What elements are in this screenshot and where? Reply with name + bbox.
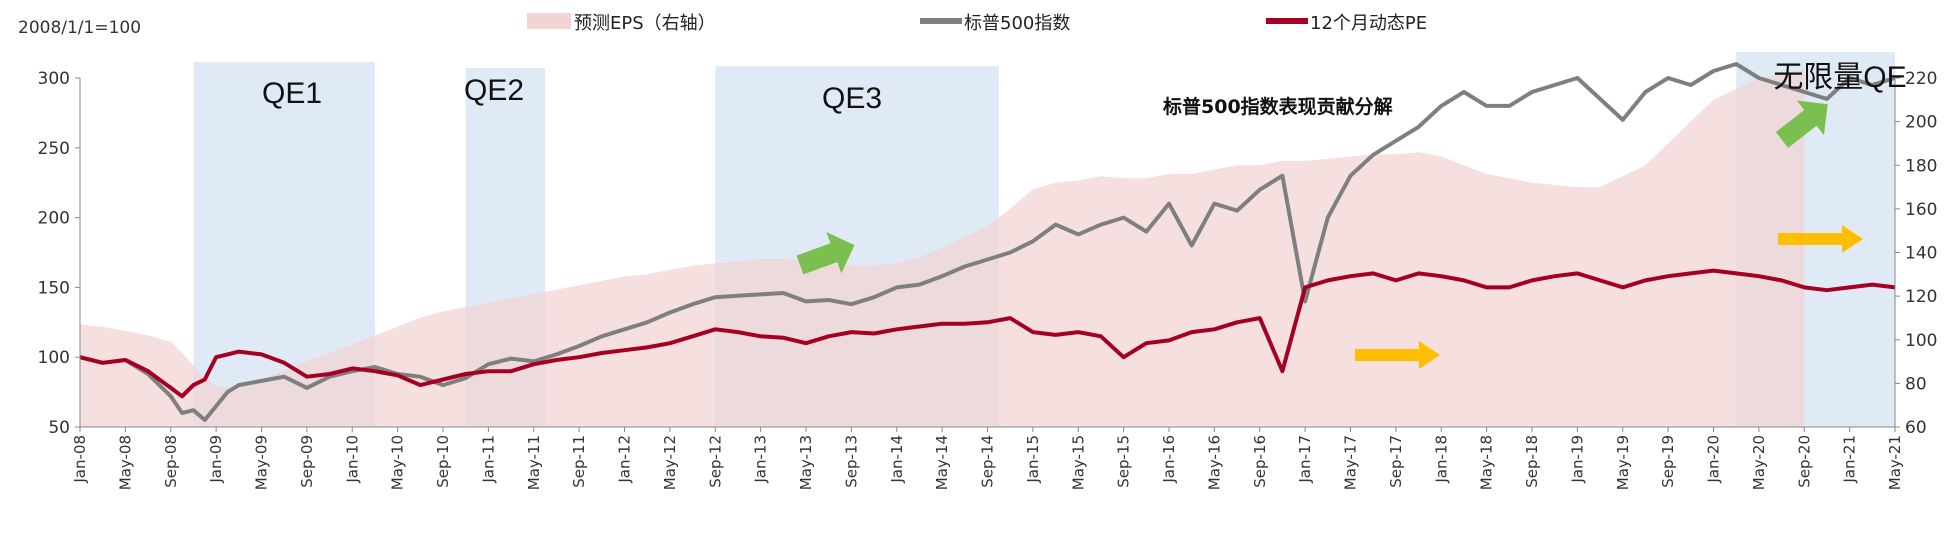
- x-tick-label: Jan-15: [1024, 435, 1042, 484]
- x-tick-label: Jan-12: [616, 435, 634, 484]
- x-tick-label: Sep-11: [570, 435, 588, 488]
- qe-label: QE3: [822, 82, 882, 115]
- x-tick-label: Jan-10: [343, 435, 361, 484]
- green-arrow-up-right-icon: [1775, 100, 1828, 148]
- x-tick-label: Sep-19: [1659, 435, 1677, 488]
- pe-line: [79, 268, 1896, 399]
- y-tick-label-right: 200: [1905, 113, 1937, 133]
- arrows: [796, 100, 1863, 369]
- x-tick-label: Jan-14: [888, 435, 906, 484]
- qe-label: QE2: [464, 74, 524, 107]
- y-tick-label-right: 220: [1905, 69, 1937, 89]
- x-tick-label: May-20: [1750, 435, 1768, 490]
- y-ticks-right: 220 200 180 160 140 120 100 80 60: [1895, 69, 1937, 438]
- x-tick-label: May-19: [1614, 435, 1632, 490]
- x-tick-label: May-09: [253, 435, 271, 490]
- legend-swatch-eps: [527, 13, 571, 29]
- x-tick-label: Jan-17: [1296, 435, 1314, 484]
- x-tick-label: May-12: [661, 435, 679, 490]
- y-tick-label-left: 250: [38, 139, 70, 159]
- x-tick-label: Jan-18: [1432, 435, 1450, 484]
- x-tick-label: May-15: [1069, 435, 1087, 490]
- unit-note: 2008/1/1=100: [18, 18, 141, 38]
- x-tick-label: Sep-08: [162, 435, 180, 488]
- x-tick-label: Jan-16: [1160, 435, 1178, 484]
- y-tick-label-left: 300: [38, 69, 70, 89]
- x-tick-label: Sep-13: [842, 435, 860, 488]
- x-tick-label: Jan-08: [71, 435, 89, 484]
- y-tick-label-left: 200: [38, 209, 70, 229]
- legend-label-pe: 12个月动态PE: [1310, 13, 1427, 34]
- x-tick-label: May-21: [1886, 435, 1904, 490]
- x-tick-label: Sep-15: [1115, 435, 1133, 488]
- x-tick-label: Jan-11: [479, 435, 497, 484]
- x-tick-label: Jan-20: [1705, 435, 1723, 484]
- x-tick-label: Sep-09: [298, 435, 316, 488]
- sp500-line: [79, 62, 1896, 422]
- x-tick-label: Jan-09: [207, 435, 225, 484]
- x-tick-label: May-13: [797, 435, 815, 490]
- x-tick-label: May-08: [116, 435, 134, 490]
- eps-area-series: [80, 69, 1805, 428]
- x-tick-label: May-14: [933, 435, 951, 490]
- y-tick-label-right: 60: [1905, 418, 1927, 438]
- qe-label: 无限量QE: [1773, 61, 1906, 94]
- y-tick-label-right: 160: [1905, 200, 1937, 220]
- x-tick-label: Sep-12: [706, 435, 724, 488]
- y-tick-label-right: 100: [1905, 331, 1937, 351]
- x-tick-label: Sep-14: [979, 435, 997, 488]
- legend-label-eps: 预测EPS（右轴）: [574, 13, 716, 34]
- y-tick-label-left: 50: [48, 418, 70, 438]
- x-tick-label: Sep-20: [1795, 435, 1813, 488]
- eps-area-layer: [80, 69, 1805, 428]
- x-tick-label: May-17: [1342, 435, 1360, 490]
- y-tick-label-left: 100: [38, 348, 70, 368]
- x-tick-label: Jan-19: [1568, 435, 1586, 484]
- y-tick-label-left: 150: [38, 278, 70, 298]
- x-tick-label: Jan-21: [1841, 435, 1859, 484]
- x-tick-label: Sep-18: [1523, 435, 1541, 488]
- lines-layer: [79, 62, 1896, 422]
- x-tick-label: May-11: [525, 435, 543, 490]
- qe-label: QE1: [262, 77, 322, 110]
- y-tick-label-right: 120: [1905, 287, 1937, 307]
- x-tick-label: May-10: [389, 435, 407, 490]
- qe-labels: QE1 QE2 QE3 无限量QE: [262, 61, 1907, 115]
- x-tick-label: Sep-17: [1387, 435, 1405, 488]
- yellow-arrow-right-icon: [1778, 225, 1863, 253]
- x-tick-label: Sep-10: [434, 435, 452, 488]
- legend-swatch-pe: [1266, 18, 1308, 24]
- x-tick-label: Sep-16: [1251, 435, 1269, 488]
- legend: 预测EPS（右轴） 标普500指数 12个月动态PE: [527, 13, 1427, 34]
- y-tick-label-right: 140: [1905, 244, 1937, 264]
- x-tick-label: Jan-13: [752, 435, 770, 484]
- chart-title: 标普500指数表现贡献分解: [1163, 95, 1393, 118]
- y-tick-label-right: 180: [1905, 156, 1937, 176]
- y-ticks-left: 300 250 200 150 100 50: [38, 69, 80, 438]
- legend-label-sp500: 标普500指数: [964, 13, 1070, 34]
- legend-swatch-sp500: [920, 18, 962, 24]
- x-tick-label: May-16: [1205, 435, 1223, 490]
- green-arrow-up-right-icon: [796, 232, 855, 275]
- x-ticks: Jan-08 May-08 Sep-08 Jan-09 May-09 Sep-09 Jan-…: [71, 427, 1904, 490]
- yellow-arrow-right-icon: [1355, 341, 1440, 369]
- x-tick-label: May-18: [1478, 435, 1496, 490]
- y-tick-label-right: 80: [1905, 374, 1927, 394]
